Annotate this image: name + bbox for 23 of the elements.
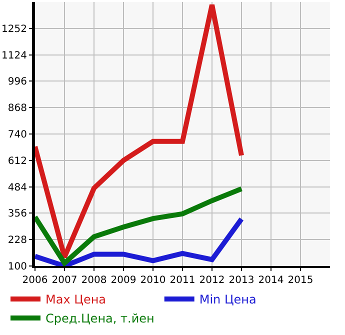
y-tick-label: 484 xyxy=(8,182,27,194)
y-tick-label: 612 xyxy=(8,156,27,167)
x-tick-label: 2008 xyxy=(81,275,107,286)
y-tick-label: 356 xyxy=(8,208,27,220)
x-tick-label: 2006 xyxy=(22,275,48,286)
y-tick-label: 228 xyxy=(8,235,27,246)
y-tick-label: 1252 xyxy=(2,24,27,35)
legend-label: Min Цена xyxy=(199,292,256,307)
y-tick-label: 740 xyxy=(8,130,27,140)
y-tick-label: 868 xyxy=(8,103,27,114)
x-tick-label: 2015 xyxy=(288,275,314,286)
x-tick-label: 2009 xyxy=(110,275,136,286)
x-tick-label: 2011 xyxy=(170,275,196,286)
x-tick-label: 2014 xyxy=(258,275,284,286)
y-tick-label: 996 xyxy=(8,76,27,88)
x-tick-label: 2013 xyxy=(228,275,254,286)
y-tick-label: 100 xyxy=(8,262,27,272)
legend-label: Сред.Цена, т.йен xyxy=(46,312,154,326)
x-tick-label: 2007 xyxy=(52,275,78,286)
y-tick-label: 1124 xyxy=(2,50,27,62)
x-tick-label: 2012 xyxy=(199,275,225,286)
x-tick-label: 2010 xyxy=(140,275,166,286)
legend-label: Max Цена xyxy=(46,292,106,307)
